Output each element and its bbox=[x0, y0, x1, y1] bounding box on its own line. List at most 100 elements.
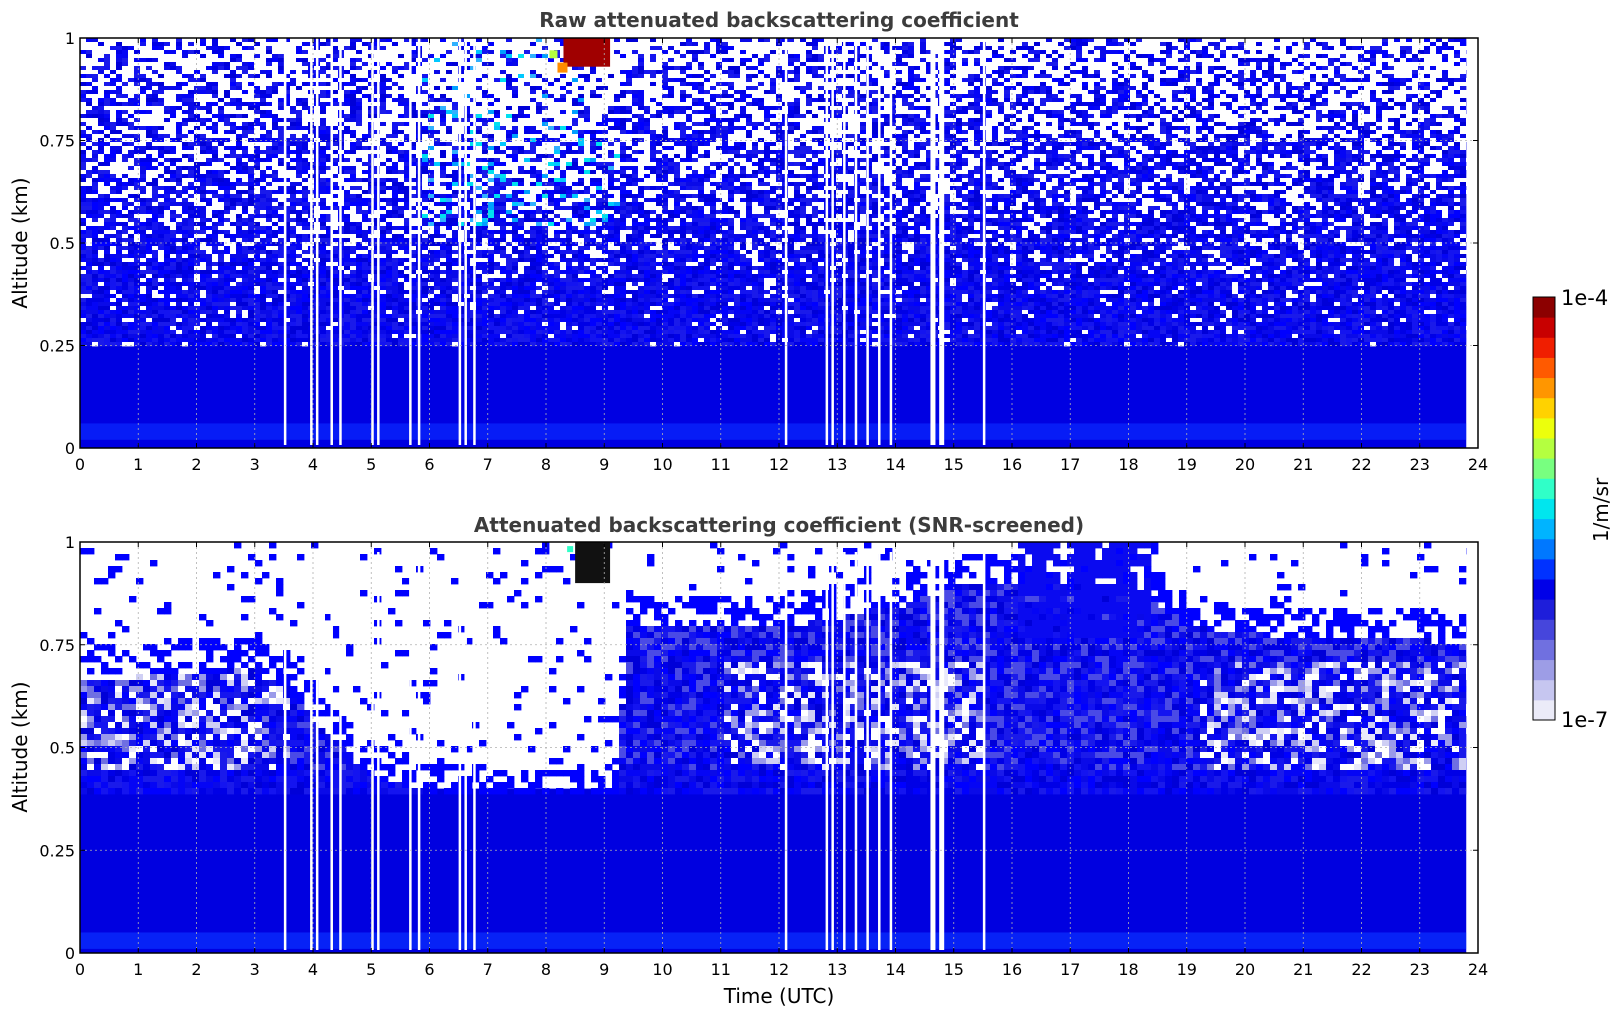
heat-cell bbox=[428, 266, 434, 270]
heat-cell bbox=[248, 282, 254, 286]
heat-cell bbox=[212, 134, 218, 138]
heat-cell bbox=[176, 50, 182, 54]
heat-cell bbox=[206, 198, 212, 202]
heat-cell bbox=[260, 146, 266, 150]
heat-cell bbox=[188, 70, 194, 74]
heat-cell bbox=[380, 42, 386, 46]
heat-cell bbox=[296, 158, 302, 162]
heat-cell bbox=[248, 290, 254, 294]
heat-cell bbox=[422, 42, 428, 46]
heat-cell bbox=[248, 106, 254, 110]
heat-cell bbox=[350, 330, 356, 334]
heat-cell bbox=[188, 126, 194, 130]
heat-cell bbox=[152, 246, 158, 250]
heat-cell bbox=[398, 46, 404, 50]
heat-cell bbox=[236, 222, 242, 226]
heat-cell bbox=[350, 290, 356, 294]
heat-cell bbox=[290, 110, 296, 114]
heat-cell bbox=[86, 90, 92, 94]
heat-cell bbox=[122, 50, 128, 54]
heat-cell bbox=[266, 338, 272, 342]
heat-cell bbox=[200, 294, 206, 298]
heat-cell bbox=[344, 142, 350, 146]
heat-cell bbox=[146, 186, 152, 190]
heat-cell bbox=[350, 298, 356, 302]
heat-cell bbox=[140, 310, 146, 314]
heat-cell bbox=[218, 142, 224, 146]
heat-cell bbox=[290, 154, 296, 158]
heat-cell bbox=[266, 226, 272, 230]
heat-cell bbox=[272, 214, 278, 218]
heat-cell bbox=[434, 210, 440, 214]
heat-cell bbox=[170, 190, 176, 194]
heat-cell bbox=[86, 250, 92, 254]
heat-cell bbox=[380, 154, 386, 158]
heat-cell bbox=[260, 190, 266, 194]
heat-cell bbox=[122, 278, 128, 282]
heat-cell bbox=[278, 134, 284, 138]
heat-cell bbox=[86, 158, 92, 162]
heat-cell bbox=[266, 202, 272, 206]
heat-cell bbox=[212, 266, 218, 270]
heat-cell bbox=[188, 234, 194, 238]
heat-cell bbox=[176, 266, 182, 270]
heat-cell bbox=[158, 306, 164, 310]
heat-cell bbox=[218, 146, 224, 150]
heat-cell bbox=[428, 46, 434, 50]
heat-cell bbox=[164, 326, 170, 330]
heat-cell bbox=[92, 266, 98, 270]
heat-cell bbox=[164, 162, 170, 166]
heat-cell bbox=[272, 82, 278, 86]
heat-cell bbox=[434, 222, 440, 226]
heat-cell bbox=[194, 318, 200, 322]
heat-cell bbox=[122, 326, 128, 330]
heat-cell bbox=[224, 214, 230, 218]
heat-cell bbox=[110, 178, 116, 182]
heat-cell bbox=[392, 42, 398, 46]
heat-cell bbox=[266, 302, 272, 306]
heat-cell bbox=[266, 258, 272, 262]
heat-cell bbox=[392, 130, 398, 134]
heat-cell bbox=[128, 122, 134, 126]
heat-cell bbox=[248, 122, 254, 126]
heat-cell bbox=[422, 278, 428, 282]
heat-cell bbox=[392, 306, 398, 310]
heat-cell bbox=[452, 302, 458, 306]
heat-cell bbox=[446, 82, 452, 86]
heat-cell bbox=[362, 158, 368, 162]
heat-cell bbox=[320, 310, 326, 314]
heat-cell bbox=[296, 166, 302, 170]
heat-cell bbox=[122, 226, 128, 230]
heat-cell bbox=[80, 110, 86, 114]
heat-cell bbox=[104, 118, 110, 122]
heat-cell bbox=[422, 338, 428, 342]
heat-cell bbox=[422, 82, 428, 86]
heat-cell bbox=[134, 218, 140, 222]
heat-cell bbox=[296, 338, 302, 342]
heat-cell bbox=[134, 334, 140, 338]
heat-cell bbox=[170, 82, 176, 86]
heat-cell bbox=[182, 218, 188, 222]
heat-cell bbox=[434, 122, 440, 126]
heat-cell bbox=[164, 222, 170, 226]
heat-cell bbox=[152, 134, 158, 138]
heat-cell bbox=[290, 82, 296, 86]
heat-cell bbox=[302, 106, 308, 110]
heat-cell bbox=[122, 214, 128, 218]
heat-cell bbox=[134, 306, 140, 310]
heat-cell bbox=[302, 54, 308, 58]
heat-cell bbox=[140, 122, 146, 126]
heat-cell bbox=[272, 126, 278, 130]
heat-cell bbox=[188, 258, 194, 262]
heat-cell bbox=[434, 314, 440, 318]
heat-cell bbox=[200, 162, 206, 166]
heat-cell bbox=[290, 210, 296, 214]
heat-cell bbox=[440, 98, 446, 102]
heat-cell bbox=[206, 182, 212, 186]
heat-cell bbox=[236, 282, 242, 286]
heat-cell bbox=[428, 214, 434, 218]
heat-cell bbox=[248, 166, 254, 170]
heat-cell bbox=[194, 190, 200, 194]
heat-cell bbox=[392, 206, 398, 210]
heat-cell bbox=[140, 266, 146, 270]
